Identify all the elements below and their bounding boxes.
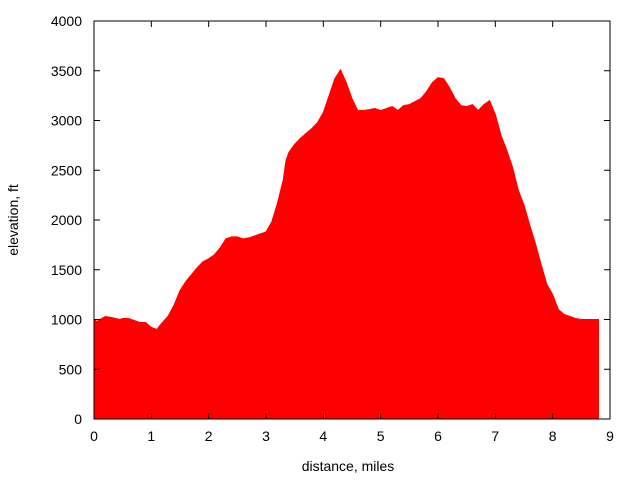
x-tick-label: 2 [205, 428, 213, 444]
y-tick-label: 2000 [51, 212, 82, 228]
y-tick-label: 3000 [51, 113, 82, 129]
x-tick-label: 4 [319, 428, 327, 444]
y-tick-label: 4000 [51, 13, 82, 29]
y-tick-label: 1000 [51, 312, 82, 328]
x-tick-label: 0 [90, 428, 98, 444]
tick-labels: 0 1 2 3 4 5 6 7 8 9 0 500 1000 1500 2000 2500 3000 3500 40… [51, 13, 614, 444]
x-tick-label: 9 [606, 428, 614, 444]
y-tick-label: 0 [74, 411, 82, 427]
x-tick-label: 1 [147, 428, 155, 444]
y-tick-label: 1500 [51, 262, 82, 278]
elevation-area [93, 68, 600, 420]
x-tick-label: 3 [262, 428, 270, 444]
x-axis-title: distance, miles [302, 458, 395, 474]
area-layer [93, 68, 600, 420]
x-tick-label: 6 [434, 428, 442, 444]
x-tick-label: 5 [377, 428, 385, 444]
y-tick-label: 500 [59, 361, 83, 377]
y-tick-label: 3500 [51, 63, 82, 79]
y-tick-label: 2500 [51, 162, 82, 178]
y-axis-title: elevation, ft [5, 184, 21, 256]
ticks-layer [93, 20, 611, 420]
x-tick-label: 8 [549, 428, 557, 444]
x-tick-label: 7 [491, 428, 499, 444]
